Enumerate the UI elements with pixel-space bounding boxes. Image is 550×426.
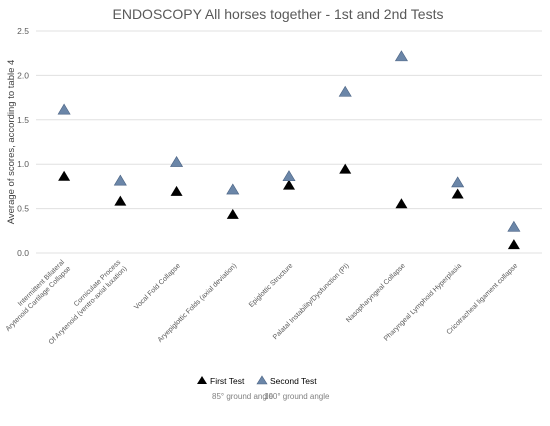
x-tick-label-line: Vocal Fold Collapse (133, 262, 182, 311)
point-second-test (507, 220, 521, 232)
point-second-test (170, 155, 184, 167)
legend-note-first-test: 85° ground angle (212, 392, 274, 401)
legend-note-second-test: 100° ground angle (264, 392, 330, 401)
point-first-test (451, 188, 464, 199)
point-first-test (507, 239, 520, 250)
y-axis-label: Average of scores, according to table 4 (6, 60, 17, 225)
x-tick-label-line: Arytenoid Cartilage Collapse (5, 265, 73, 333)
chart-title: ENDOSCOPY All horses together - 1st and … (113, 6, 444, 22)
x-category-labels: Intermittent BilateralArytenoid Cartilag… (0, 259, 520, 347)
legend-note-first-test-text: 85° ground angle (212, 392, 274, 401)
point-second-test (282, 170, 296, 182)
data-points (57, 50, 521, 250)
point-second-test (226, 183, 240, 195)
point-first-test (170, 185, 183, 196)
point-first-test (283, 179, 295, 190)
x-tick-label: Intermittent BilateralArytenoid Cartilag… (0, 259, 73, 333)
legend-note-second-test-text: 100° ground angle (264, 392, 330, 401)
x-tick-label: Vocal Fold Collapse (133, 262, 182, 311)
y-tick-label: 0.0 (17, 248, 29, 258)
y-tick-label: 2.0 (17, 70, 29, 80)
legend: First Test Second Test 85° ground angle … (197, 375, 330, 401)
point-first-test (58, 170, 71, 181)
point-first-test (395, 198, 408, 209)
gridlines (36, 30, 542, 254)
x-tick-label-line: Epiglottic Structure (248, 262, 295, 309)
x-tick-label: Epiglottic Structure (248, 262, 295, 309)
x-tick-label-line: Nasopharyngeal Collapse (345, 262, 407, 324)
point-second-test (113, 174, 127, 186)
point-first-test (339, 163, 352, 174)
y-tick-label: 2.5 (17, 26, 29, 36)
legend-label-second-test: Second Test (270, 376, 317, 386)
point-second-test (338, 85, 352, 97)
y-tick-label: 1.5 (17, 115, 29, 125)
x-tick-label: Nasopharyngeal Collapse (345, 262, 407, 324)
point-first-test (114, 195, 127, 206)
y-tick-label: 0.5 (17, 204, 29, 214)
point-second-test (451, 176, 465, 188)
y-tick-label: 1.0 (17, 159, 29, 169)
legend-label-first-test: First Test (210, 376, 245, 386)
legend-marker-first-test (197, 376, 207, 384)
legend-marker-second-test (256, 375, 268, 385)
point-second-test (57, 103, 71, 115)
point-first-test (226, 208, 239, 219)
point-second-test (394, 50, 408, 62)
y-tick-labels: 0.0 0.5 1.0 1.5 2.0 2.5 (17, 26, 29, 258)
